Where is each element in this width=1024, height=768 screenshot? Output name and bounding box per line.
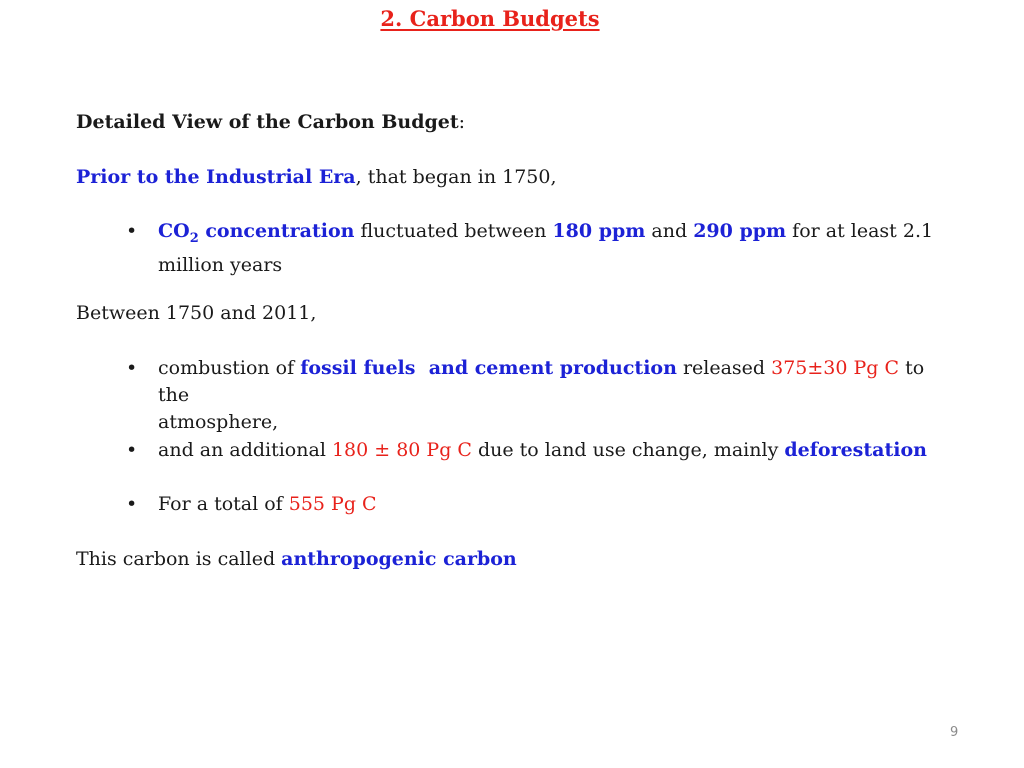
bullet-dot: •: [126, 439, 138, 461]
co2-term: CO2 concentration: [158, 220, 355, 246]
land-use-value: 180 ± 80 Pg C: [331, 439, 472, 461]
between-line: Between 1750 and 2011,: [76, 302, 317, 324]
bullet-co2-text: CO2 concentration fluctuated between 180…: [158, 218, 948, 279]
ppm-low-value: 180 ppm: [552, 220, 646, 242]
bullet-dot: •: [126, 493, 138, 515]
bullet-co2-t3: for at least 2.1: [786, 220, 934, 242]
closing-line: This carbon is called anthropogenic carb…: [76, 546, 517, 573]
page-number: 9: [950, 725, 959, 740]
bullet-fossil-t2: released: [676, 357, 772, 379]
prior-era-rest: , that began in 1750,: [355, 166, 557, 188]
bullet-fossil-line2: atmosphere,: [158, 411, 279, 433]
bullet-land-t1: and an additional: [158, 439, 332, 461]
co-text: CO: [158, 220, 190, 242]
closing-t1: This carbon is called: [76, 548, 282, 570]
concentration-term: concentration: [198, 220, 355, 242]
fossil-fuels-highlight: fossil fuels and cement production: [300, 357, 677, 379]
bullet-fossil-text: combustion of fossil fuels and cement pr…: [158, 355, 948, 436]
bullet-dot: •: [126, 220, 138, 242]
section-heading: Detailed View of the Carbon Budget:: [76, 109, 465, 136]
heading-text: Detailed View of the Carbon Budget: [76, 111, 459, 133]
co2-subscript: 2: [189, 231, 199, 246]
deforestation-highlight: deforestation: [784, 439, 927, 461]
bullet-co2-t1: fluctuated between: [354, 220, 553, 242]
bullet-total-text: For a total of 555 Pg C: [158, 491, 948, 518]
fossil-value: 375±30 Pg C: [771, 357, 900, 379]
bullet-fossil-t3: to the: [158, 357, 925, 406]
prior-era-line: Prior to the Industrial Era, that began …: [76, 164, 557, 191]
ppm-high-value: 290 ppm: [693, 220, 787, 242]
bullet-total-t1: For a total of: [158, 493, 289, 515]
bullet-co2-t2: and: [645, 220, 694, 242]
bullet-dot: •: [126, 357, 138, 379]
heading-colon: :: [458, 111, 466, 133]
bullet-land-t2: due to land use change, mainly: [471, 439, 785, 461]
bullet-land-use-text: and an additional 180 ± 80 Pg C due to l…: [158, 437, 948, 464]
bullet-fossil-t1: combustion of: [158, 357, 301, 379]
bullet-co2-line2: million years: [158, 254, 283, 276]
slide-title: 2. Carbon Budgets: [380, 6, 600, 31]
anthropogenic-carbon-highlight: anthropogenic carbon: [281, 548, 517, 570]
total-value: 555 Pg C: [288, 493, 377, 515]
prior-era-highlight: Prior to the Industrial Era: [76, 166, 356, 188]
